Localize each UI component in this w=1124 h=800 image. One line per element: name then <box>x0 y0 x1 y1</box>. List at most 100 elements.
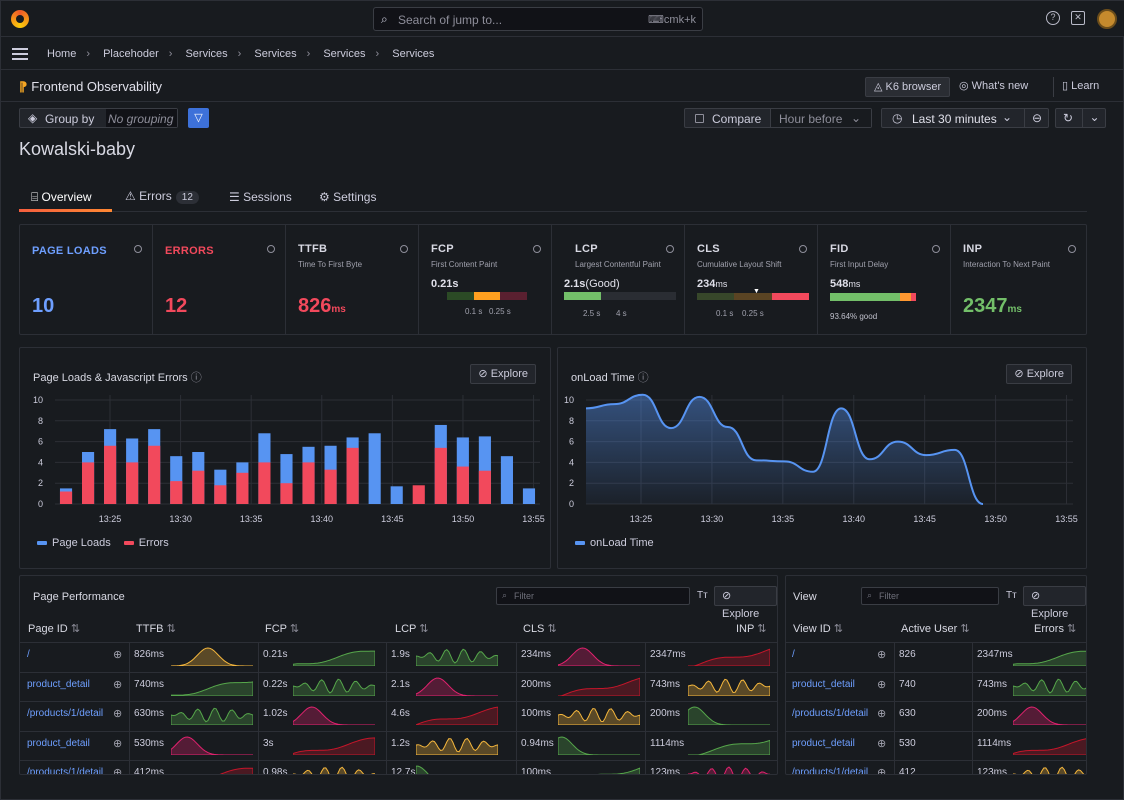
bar-errors[interactable] <box>192 470 205 504</box>
bar-errors[interactable] <box>82 462 95 504</box>
info-icon[interactable] <box>134 245 142 253</box>
legend-item-onload-time[interactable]: onLoad Time <box>575 537 654 549</box>
bar-errors[interactable] <box>412 485 425 504</box>
bar-errors[interactable] <box>302 462 315 504</box>
search-input[interactable]: ⌕ Search of jump to... ⌨cmk+k <box>373 7 703 31</box>
sort-icon[interactable]: ⇅ <box>757 623 767 635</box>
text-format-icon[interactable]: Tт <box>697 590 708 601</box>
table-row[interactable]: /products/1/detail ⊕ 412ms 0.98s 12.7s 100ms 1… <box>20 761 777 775</box>
add-filter-icon[interactable]: ⊕ <box>113 737 123 750</box>
compare-select[interactable]: Hour before ⌄ <box>770 109 871 127</box>
bar-page-loads[interactable] <box>522 488 536 504</box>
filter-input[interactable]: ⌕ Filter <box>496 587 690 605</box>
column-header[interactable]: Active User ⇅ <box>901 623 970 635</box>
stat-ttfb[interactable]: TTFB Time To First Byte 826ms <box>286 225 419 334</box>
info-icon[interactable] <box>1068 245 1076 253</box>
table-row[interactable]: / ⊕ 826 2347ms <box>786 643 1086 673</box>
sort-icon[interactable]: ⇅ <box>70 623 81 635</box>
breadcrumb-item[interactable]: Services <box>392 48 435 60</box>
legend-item-errors[interactable]: Errors <box>123 537 169 549</box>
filter-button[interactable]: ▽ <box>188 108 209 128</box>
refresh-picker[interactable]: ↻ ⌄ <box>1055 108 1106 128</box>
table-row[interactable]: /products/1/detail ⊕ 630 200ms <box>786 702 1086 732</box>
bar-errors[interactable] <box>104 445 117 504</box>
bar-errors[interactable] <box>126 462 139 504</box>
chevron-down-icon[interactable]: ⌄ <box>1082 109 1106 127</box>
table-cell[interactable]: /products/1/detail <box>27 767 104 775</box>
stat-inp[interactable]: INP Interaction To Next Paint 2347ms <box>951 225 1086 334</box>
table-row[interactable]: product_detail ⊕ 740ms 0.22s 2.1s 200ms 743ms <box>20 672 777 702</box>
info-icon[interactable] <box>932 245 940 253</box>
tab-overview[interactable]: ⌸ Overview <box>31 190 92 205</box>
table-row[interactable]: product_detail ⊕ 530ms 3s 1.2s 0.94ms 1114ms <box>20 731 777 761</box>
news-icon[interactable]: ✕ <box>1071 11 1085 25</box>
sort-icon[interactable]: ⇅ <box>419 623 429 635</box>
sort-icon[interactable]: ⇅ <box>289 623 300 635</box>
legend-item-page-loads[interactable]: Page Loads <box>37 537 111 549</box>
explore-button[interactable]: ⊘ Explore <box>1023 586 1086 620</box>
table-cell[interactable]: product_detail <box>792 678 855 690</box>
explore-button[interactable]: ⊘ Explore <box>714 586 777 620</box>
sort-icon[interactable]: ⇅ <box>833 623 843 635</box>
add-filter-icon[interactable]: ⊕ <box>113 767 123 775</box>
column-header[interactable]: INP ⇅ <box>736 623 767 635</box>
sort-icon[interactable]: ⇅ <box>547 623 557 635</box>
bar-errors[interactable] <box>434 447 447 504</box>
tab-errors[interactable]: ⚠ Errors 12 <box>125 189 199 204</box>
column-header[interactable]: FCP ⇅ <box>265 623 300 635</box>
sort-icon[interactable]: ⇅ <box>166 623 176 635</box>
table-cell[interactable]: /products/1/detail <box>792 767 869 775</box>
add-filter-icon[interactable]: ⊕ <box>877 737 887 750</box>
info-icon[interactable] <box>533 245 541 253</box>
bar-errors[interactable] <box>478 470 491 504</box>
info-icon[interactable]: ⓘ <box>637 372 649 384</box>
group-by-value[interactable]: No grouping <box>106 109 177 127</box>
table-row[interactable]: /products/1/detail ⊕ 630ms 1.02s 4.6s 100ms 20… <box>20 702 777 732</box>
text-format-icon[interactable]: Tт <box>1006 590 1017 601</box>
bar-errors[interactable] <box>59 491 73 504</box>
tab-settings[interactable]: ⚙ Settings <box>319 190 376 204</box>
explore-button[interactable]: ⊘ Explore <box>470 364 536 384</box>
stat-fcp[interactable]: FCP First Content Paint 0.21s 0.1 s 0.25… <box>419 225 552 334</box>
add-filter-icon[interactable]: ⊕ <box>877 649 887 661</box>
explore-button[interactable]: ⊘ Explore <box>1006 364 1072 384</box>
column-header[interactable]: LCP ⇅ <box>395 623 429 635</box>
table-row[interactable]: product_detail ⊕ 530 1114ms <box>786 731 1086 761</box>
stat-page-loads[interactable]: PAGE LOADS 10 <box>20 225 153 334</box>
help-icon[interactable]: ? <box>1046 11 1060 25</box>
tab-sessions[interactable]: ☰ Sessions <box>229 190 292 204</box>
breadcrumb-item[interactable]: Home <box>47 48 77 60</box>
table-cell[interactable]: product_detail <box>792 737 855 749</box>
table-cell[interactable]: /products/1/detail <box>27 708 104 719</box>
breadcrumb-item[interactable]: Placehoder <box>103 48 159 60</box>
sort-icon[interactable]: ⇅ <box>960 623 970 635</box>
add-filter-icon[interactable]: ⊕ <box>877 708 887 720</box>
column-header[interactable]: TTFB ⇅ <box>136 623 176 635</box>
zoom-out-icon[interactable]: ⊖ <box>1024 109 1049 127</box>
info-icon[interactable] <box>267 245 275 253</box>
table-cell[interactable]: / <box>792 649 795 660</box>
column-header[interactable]: CLS ⇅ <box>523 623 557 635</box>
add-filter-icon[interactable]: ⊕ <box>113 708 123 720</box>
time-range-picker[interactable]: ◷ Last 30 minutes ⌄ ⊖ <box>881 108 1049 128</box>
compare-checkbox[interactable] <box>695 114 704 123</box>
stat-errors[interactable]: ERRORS 12 <box>153 225 286 334</box>
column-header[interactable]: Errors ⇅ <box>1034 623 1077 635</box>
table-cell[interactable]: product_detail <box>27 737 90 749</box>
filter-input[interactable]: ⌕ Filter <box>861 587 999 605</box>
bar-errors[interactable] <box>324 469 337 504</box>
group-by-select[interactable]: ◈ Group by No grouping <box>19 108 178 128</box>
table-row[interactable]: / ⊕ 826ms 0.21s 1.9s 234ms 2347ms <box>20 643 777 673</box>
breadcrumb-item[interactable]: Services <box>323 48 366 60</box>
add-filter-icon[interactable]: ⊕ <box>877 767 887 775</box>
breadcrumb-item[interactable]: Services <box>185 48 228 60</box>
info-icon[interactable]: ⓘ <box>190 372 202 384</box>
bar-errors[interactable] <box>280 483 293 504</box>
bar-errors[interactable] <box>214 485 227 504</box>
add-filter-icon[interactable]: ⊕ <box>113 649 123 661</box>
stat-fid[interactable]: FID First Input Delay 548ms 93.64% good <box>818 225 951 334</box>
stat-lcp[interactable]: LCP Largest Contentful Paint 2.1s(Good) … <box>552 225 685 334</box>
add-filter-icon[interactable]: ⊕ <box>877 678 887 691</box>
grafana-logo-icon[interactable] <box>11 10 29 28</box>
table-row[interactable]: /products/1/detail ⊕ 412 123ms <box>786 761 1086 775</box>
